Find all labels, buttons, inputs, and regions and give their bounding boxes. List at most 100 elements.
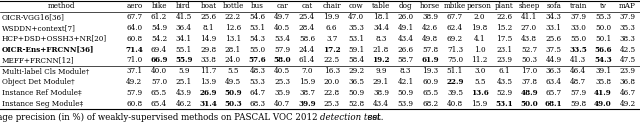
Text: person: person xyxy=(467,2,492,10)
Text: bottle: bottle xyxy=(222,2,244,10)
Text: 37.9: 37.9 xyxy=(620,13,636,21)
Text: 14.9: 14.9 xyxy=(200,35,216,43)
Text: 57.9: 57.9 xyxy=(570,89,586,97)
Text: 22.8: 22.8 xyxy=(324,89,340,97)
Text: 49.1: 49.1 xyxy=(397,24,414,32)
Text: 8.1: 8.1 xyxy=(202,24,214,32)
Text: 23.1: 23.1 xyxy=(496,46,513,54)
Text: 33.0: 33.0 xyxy=(570,24,586,32)
Text: 41.5: 41.5 xyxy=(175,13,192,21)
Text: 6.6: 6.6 xyxy=(326,24,337,32)
Text: 62.4: 62.4 xyxy=(447,24,463,32)
Text: 24.4: 24.4 xyxy=(299,46,315,54)
Text: 40.8: 40.8 xyxy=(447,100,463,108)
Text: 17.5: 17.5 xyxy=(496,35,513,43)
Text: 4.1: 4.1 xyxy=(474,35,486,43)
Text: 50.3: 50.3 xyxy=(224,100,242,108)
Text: Multi-label Cls Module†: Multi-label Cls Module† xyxy=(2,67,89,75)
Text: table: table xyxy=(372,2,390,10)
Text: OICR-VGG16[36]: OICR-VGG16[36] xyxy=(2,13,65,21)
Text: 25.1: 25.1 xyxy=(175,78,192,86)
Text: 58.0: 58.0 xyxy=(273,56,291,64)
Text: 15.9: 15.9 xyxy=(299,78,315,86)
Text: 68.1: 68.1 xyxy=(545,100,563,108)
Text: 55.3: 55.3 xyxy=(595,13,611,21)
Text: 36.8: 36.8 xyxy=(620,78,636,86)
Text: 8.3: 8.3 xyxy=(375,35,387,43)
Text: 36.4: 36.4 xyxy=(175,24,191,32)
Text: 57.9: 57.9 xyxy=(126,89,142,97)
Text: 43.9: 43.9 xyxy=(175,89,191,97)
Text: 54.3: 54.3 xyxy=(594,56,612,64)
Text: train: train xyxy=(570,2,587,10)
Text: 37.1: 37.1 xyxy=(126,67,142,75)
Text: 50.0: 50.0 xyxy=(595,24,611,32)
Text: 68.3: 68.3 xyxy=(250,100,266,108)
Text: car: car xyxy=(276,2,288,10)
Text: 6.1: 6.1 xyxy=(499,67,510,75)
Text: 35.8: 35.8 xyxy=(595,78,611,86)
Text: 29.1: 29.1 xyxy=(373,78,389,86)
Text: 69.4: 69.4 xyxy=(151,46,167,54)
Text: 49.2: 49.2 xyxy=(620,100,636,108)
Text: 44.9: 44.9 xyxy=(546,56,562,64)
Text: HCP+DSD+OSSH3+NR[20]: HCP+DSD+OSSH3+NR[20] xyxy=(2,35,107,43)
Text: horse: horse xyxy=(420,2,440,10)
Text: 65.7: 65.7 xyxy=(546,89,562,97)
Text: 35.9: 35.9 xyxy=(275,89,291,97)
Text: 41.1: 41.1 xyxy=(521,13,537,21)
Text: 40.7: 40.7 xyxy=(275,100,291,108)
Text: 71.3: 71.3 xyxy=(447,46,463,54)
Text: 20.0: 20.0 xyxy=(324,78,340,86)
Text: 22.6: 22.6 xyxy=(496,13,513,21)
Text: 67.7: 67.7 xyxy=(447,13,463,21)
Text: 11.2: 11.2 xyxy=(472,56,488,64)
Text: 47.5: 47.5 xyxy=(620,56,636,64)
Text: 71.4: 71.4 xyxy=(125,46,143,54)
Text: 71.0: 71.0 xyxy=(126,56,143,64)
Text: 51.1: 51.1 xyxy=(447,67,463,75)
Text: 57.6: 57.6 xyxy=(249,56,266,64)
Text: 22.5: 22.5 xyxy=(324,56,340,64)
Text: 9.9: 9.9 xyxy=(375,67,387,75)
Text: 3.0: 3.0 xyxy=(474,67,485,75)
Text: 13.9: 13.9 xyxy=(200,78,216,86)
Text: 19.3: 19.3 xyxy=(422,67,438,75)
Text: 12.6: 12.6 xyxy=(225,24,241,32)
Text: 59.8: 59.8 xyxy=(570,100,586,108)
Text: 26.9: 26.9 xyxy=(200,89,217,97)
Text: 19.9: 19.9 xyxy=(324,13,340,21)
Text: 50.3: 50.3 xyxy=(521,56,537,64)
Text: 15.9: 15.9 xyxy=(472,100,488,108)
Text: 53.3: 53.3 xyxy=(250,78,266,86)
Text: cat: cat xyxy=(301,2,312,10)
Text: 33.8: 33.8 xyxy=(200,56,216,64)
Text: 75.0: 75.0 xyxy=(447,56,463,64)
Text: 52.9: 52.9 xyxy=(496,89,513,97)
Text: 35.3: 35.3 xyxy=(348,24,364,32)
Text: mbike: mbike xyxy=(444,2,466,10)
Text: 57.0: 57.0 xyxy=(151,78,167,86)
Text: 21.8: 21.8 xyxy=(373,46,389,54)
Text: OICR-Ens+FRCNN[36]: OICR-Ens+FRCNN[36] xyxy=(2,46,94,54)
Text: 49.8: 49.8 xyxy=(422,35,438,43)
Text: 43.5: 43.5 xyxy=(497,78,513,86)
Text: 57.9: 57.9 xyxy=(275,46,291,54)
Text: 50.9: 50.9 xyxy=(348,89,364,97)
Text: 26.6: 26.6 xyxy=(397,46,413,54)
Text: 46.4: 46.4 xyxy=(570,67,586,75)
Text: bus: bus xyxy=(252,2,264,10)
Text: 39.9: 39.9 xyxy=(298,100,316,108)
Text: 53.1: 53.1 xyxy=(250,24,266,32)
Text: 7.0: 7.0 xyxy=(301,67,313,75)
Text: 2.0: 2.0 xyxy=(474,13,485,21)
Text: boat: boat xyxy=(200,2,216,10)
Text: 41.3: 41.3 xyxy=(570,56,586,64)
Text: 57.8: 57.8 xyxy=(422,46,438,54)
Text: bike: bike xyxy=(151,2,167,10)
Text: 33.1: 33.1 xyxy=(546,24,562,32)
Text: 24.0: 24.0 xyxy=(225,56,241,64)
Text: 63.4: 63.4 xyxy=(546,78,562,86)
Text: 36.3: 36.3 xyxy=(546,67,562,75)
Text: 25.6: 25.6 xyxy=(200,13,216,21)
